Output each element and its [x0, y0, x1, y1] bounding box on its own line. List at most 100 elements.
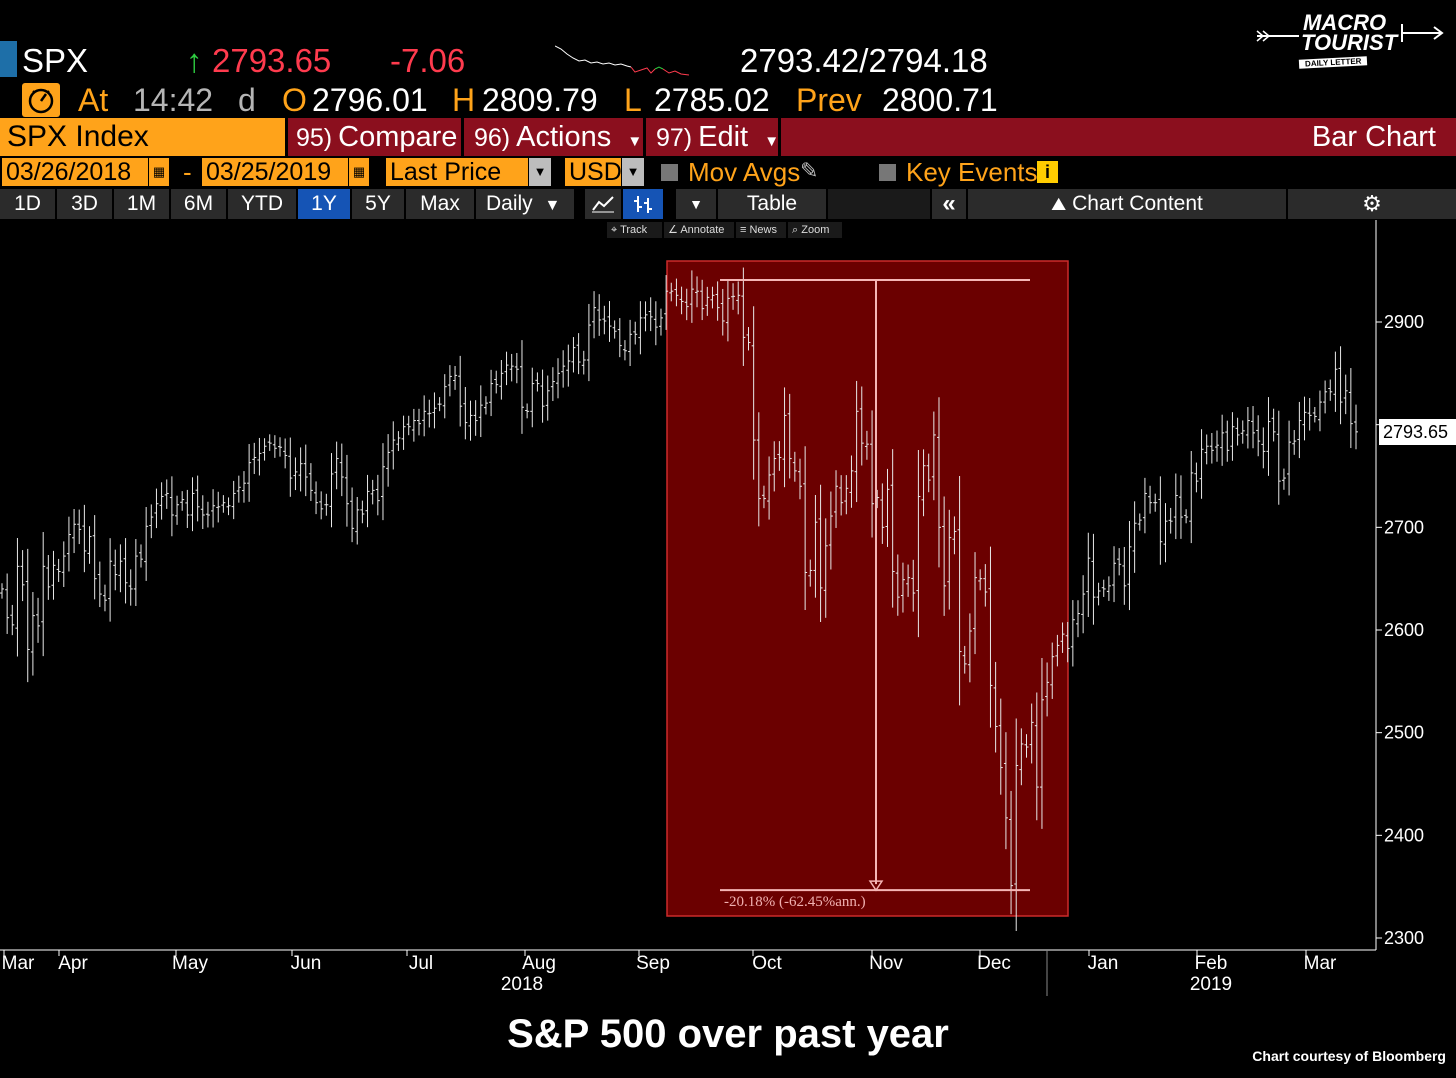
price-bar — [1271, 408, 1276, 442]
period-1y[interactable]: 1Y — [298, 189, 350, 219]
price-bar — [180, 491, 185, 511]
price-bar — [0, 583, 4, 599]
chart-style-dropdown-icon[interactable]: ▼ — [676, 189, 716, 219]
price-bar — [123, 538, 128, 604]
price-bar — [144, 506, 149, 581]
function-toolbar: SPX Index 95) Compare 96) Actions ▼ 97) Edi… — [0, 118, 1456, 156]
price-bar — [1075, 600, 1080, 638]
price-bar — [417, 408, 422, 436]
price-bar — [128, 569, 133, 606]
price-bar — [314, 481, 319, 515]
price-bar — [1081, 575, 1086, 634]
field-dropdown-icon[interactable]: ▼ — [529, 158, 551, 186]
track-tool[interactable]: ⌖ Track — [607, 222, 662, 238]
edit-menu[interactable]: 97) Edit ▼ — [656, 118, 779, 156]
news-tool[interactable]: ≡ News — [736, 222, 786, 238]
arrow-right-icon — [1401, 24, 1444, 42]
price-bar — [1338, 346, 1343, 425]
price-bar — [561, 350, 566, 388]
price-bar — [617, 318, 622, 358]
price-bar — [622, 340, 627, 361]
security-field[interactable]: SPX Index — [0, 118, 285, 156]
currency-dropdown-icon[interactable]: ▼ — [622, 158, 644, 186]
price-bar — [164, 479, 169, 509]
open-label: O — [282, 82, 307, 118]
price-bar — [288, 437, 293, 497]
start-date-field[interactable]: 03/26/2018 — [2, 158, 148, 186]
price-bar — [360, 500, 365, 524]
price-bar — [705, 286, 710, 316]
frequency-select[interactable]: Daily ▼ — [476, 189, 574, 219]
period-6m[interactable]: 6M — [171, 189, 226, 219]
price-bar — [1137, 513, 1142, 531]
price-bar — [463, 387, 468, 440]
bar-chart-icon[interactable] — [623, 189, 663, 219]
price-bar — [422, 395, 427, 437]
period-max[interactable]: Max — [406, 189, 474, 219]
price-bar — [1024, 734, 1029, 758]
clock-icon — [22, 83, 60, 117]
price-bar — [607, 301, 612, 342]
price-bar — [1019, 728, 1024, 786]
price-bar — [365, 474, 370, 528]
price-chart: -20.18% (-62.45%ann.) 2300 2400 2500 2600 27… — [0, 220, 1424, 996]
currency-select[interactable]: USD — [565, 158, 622, 186]
price-bar — [1009, 790, 1014, 915]
price-bar — [298, 447, 303, 492]
chart-content-button[interactable]: ⛰ Chart Content — [968, 189, 1286, 219]
period-ytd[interactable]: YTD — [228, 189, 296, 219]
gear-icon[interactable]: ⚙ — [1288, 189, 1456, 219]
period-5y[interactable]: 5Y — [352, 189, 404, 219]
price-bar — [684, 288, 689, 321]
zoom-tool[interactable]: ⌕ Zoom — [788, 222, 842, 238]
calendar-icon[interactable]: ▦ — [349, 158, 369, 186]
price-bar — [736, 281, 741, 315]
end-date-field[interactable]: 03/25/2019 — [202, 158, 348, 186]
low-value: 2785.02 — [654, 82, 770, 118]
price-bar — [1163, 503, 1168, 563]
table-button[interactable]: Table — [718, 189, 826, 219]
info-icon[interactable]: i — [1037, 161, 1058, 183]
pencil-icon[interactable]: ✎ — [800, 158, 819, 183]
price-bar — [921, 449, 926, 517]
key-events-checkbox[interactable] — [879, 164, 896, 181]
price-bar — [679, 286, 684, 315]
compare-menu[interactable]: 95) Compare — [296, 118, 457, 156]
y-tick-label: 2500 — [1384, 723, 1424, 743]
line-chart-icon[interactable] — [585, 189, 621, 219]
low-label: L — [624, 82, 642, 118]
price-bars — [0, 267, 1358, 931]
track-label: Track — [620, 224, 648, 236]
intraday-sparkline — [555, 45, 690, 76]
x-tick-label: May — [172, 953, 208, 974]
price-bar — [257, 437, 262, 476]
price-bar — [545, 375, 550, 421]
price-bar — [478, 385, 483, 438]
price-bar — [1199, 429, 1204, 499]
price-bar — [375, 474, 380, 516]
period-1m[interactable]: 1M — [114, 189, 169, 219]
period-1d[interactable]: 1D — [0, 189, 55, 219]
price-bar — [813, 494, 818, 598]
y-tick-label: 2400 — [1384, 825, 1424, 845]
price-bar — [509, 353, 514, 382]
price-bar — [102, 584, 107, 612]
x-tick-label: Nov — [869, 953, 903, 974]
collapse-icon[interactable]: « — [932, 189, 966, 219]
ticker[interactable]: SPX — [22, 42, 89, 79]
mov-avgs-checkbox[interactable] — [661, 164, 678, 181]
annotate-tool[interactable]: ∠ Annotate — [664, 222, 734, 238]
up-arrow-icon: ↑ — [186, 42, 203, 79]
ticker-marker — [0, 41, 17, 77]
calendar-icon[interactable]: ▦ — [149, 158, 169, 186]
price-bar — [658, 308, 663, 336]
actions-menu[interactable]: 96) Actions ▼ — [474, 118, 642, 156]
field-select[interactable]: Last Price — [386, 158, 528, 186]
period-3d[interactable]: 3D — [57, 189, 112, 219]
price-bar — [1045, 662, 1050, 717]
price-bar — [942, 496, 947, 616]
high-value: 2809.79 — [482, 82, 598, 118]
price-bar — [669, 282, 674, 302]
price-bar — [293, 457, 298, 491]
price-bar — [839, 475, 844, 516]
